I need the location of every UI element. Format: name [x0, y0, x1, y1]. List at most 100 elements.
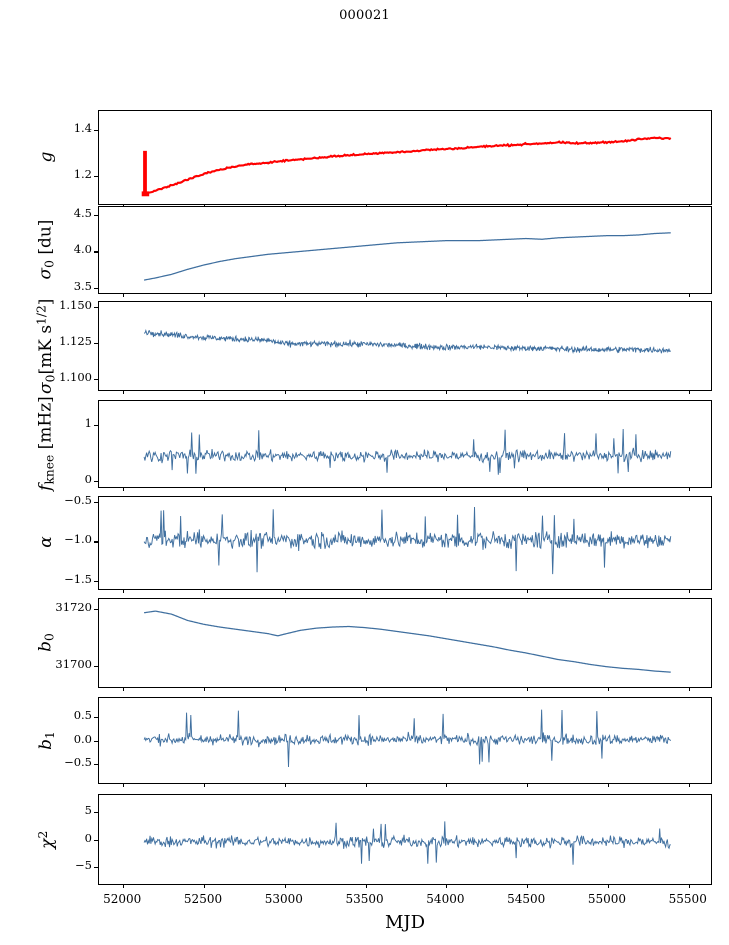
y-tick-label: 1.4 — [73, 121, 92, 136]
y-tick-label: 1 — [84, 416, 92, 431]
x-tick-mark — [284, 390, 286, 394]
x-tick-mark — [123, 390, 125, 394]
y-tick-mark — [94, 130, 98, 132]
x-tick-mark — [446, 783, 448, 787]
x-tick-mark — [446, 293, 448, 297]
x-tick-mark — [365, 783, 367, 787]
y-tick-label: 5 — [84, 802, 92, 817]
x-tick-mark — [284, 884, 286, 888]
x-tick-label: 54500 — [507, 892, 546, 906]
x-tick-mark — [284, 783, 286, 787]
data-line-sigma0_du — [144, 233, 671, 280]
y-tick-label: 1.125 — [59, 334, 92, 349]
y-tick-mark — [94, 740, 98, 742]
y-axis-ticks-sigma0_mK: 1.100 1.125 1.150 — [46, 299, 98, 391]
x-tick-mark — [527, 783, 529, 787]
x-tick-mark — [365, 884, 367, 888]
x-tick-mark — [365, 487, 367, 491]
panel-gain — [98, 110, 712, 208]
x-tick-mark — [123, 293, 125, 297]
x-axis-label: MJD — [384, 912, 426, 933]
x-tick-mark — [527, 293, 529, 297]
x-tick-mark — [607, 293, 610, 297]
x-tick-label: 52000 — [103, 892, 142, 906]
y-tick-mark — [94, 839, 98, 841]
x-tick-label: 54000 — [426, 892, 465, 906]
x-tick-mark — [204, 687, 206, 691]
x-tick-mark — [607, 589, 610, 593]
x-tick-mark — [284, 589, 286, 593]
y-axis-ticks-alpha: −0.5 −1.0 −1.5 — [46, 493, 98, 590]
y-tick-mark — [94, 665, 98, 667]
x-tick-mark — [446, 589, 448, 593]
y-tick-label: 3.5 — [73, 279, 92, 294]
overlay-spike-gain — [143, 150, 147, 195]
x-tick-mark — [204, 783, 206, 787]
x-tick-label: 55500 — [668, 892, 707, 906]
panel-chi2 — [98, 794, 712, 888]
overlay-spike-base-gain — [141, 191, 150, 197]
x-tick-mark — [204, 589, 206, 593]
x-axis-tick-labels: 52000 52500 53000 53500 54000 54500 55000 55500 — [98, 892, 712, 910]
x-tick-label: 52500 — [183, 892, 223, 906]
x-tick-mark — [365, 293, 367, 297]
y-tick-label: 0 — [84, 830, 92, 845]
y-tick-label: 0.5 — [73, 707, 92, 722]
y-tick-label: 31720 — [55, 600, 92, 615]
x-tick-mark — [284, 687, 286, 691]
x-tick-mark — [123, 687, 125, 691]
y-axis-ticks-chi2: −5 0 5 — [46, 794, 98, 885]
panel-b0 — [98, 598, 712, 691]
x-tick-mark — [446, 390, 448, 394]
x-tick-mark — [688, 589, 690, 593]
x-tick-mark — [365, 589, 367, 593]
x-tick-label: 53500 — [345, 892, 384, 906]
x-tick-mark — [688, 487, 690, 491]
y-tick-label: 31700 — [55, 656, 92, 671]
y-tick-mark — [94, 502, 98, 504]
x-tick-mark — [446, 884, 448, 888]
y-tick-label: −5 — [75, 858, 92, 873]
x-tick-mark — [607, 390, 610, 394]
y-tick-mark — [94, 379, 98, 381]
data-line-alpha — [144, 507, 671, 574]
x-tick-mark — [284, 293, 286, 297]
x-tick-mark — [123, 487, 125, 491]
panel-sigma0_mK — [98, 301, 712, 394]
x-tick-mark — [688, 293, 690, 297]
x-tick-mark — [607, 487, 610, 491]
panel-b1 — [98, 697, 712, 787]
figure-title: 000021 — [339, 8, 390, 23]
y-tick-label: −1.0 — [64, 532, 92, 547]
y-axis-ticks-sigma0_du: 3.5 4.0 4.5 — [46, 205, 98, 294]
x-tick-mark — [688, 884, 690, 888]
y-tick-label: 0.0 — [73, 731, 92, 746]
y-tick-label: 4.5 — [73, 205, 92, 220]
y-tick-mark — [94, 541, 98, 543]
x-tick-mark — [527, 884, 529, 888]
y-tick-mark — [94, 580, 98, 582]
data-line-b1 — [144, 710, 671, 767]
data-line-sigma0_mK — [144, 330, 671, 353]
y-tick-label: 4.0 — [73, 242, 92, 257]
panel-fknee — [98, 400, 712, 491]
x-tick-mark — [688, 390, 690, 394]
x-tick-mark — [204, 390, 206, 394]
x-tick-mark — [688, 687, 690, 691]
y-tick-label: 1.100 — [59, 370, 92, 385]
y-tick-mark — [94, 609, 98, 611]
data-line-fknee — [144, 429, 671, 475]
y-tick-mark — [94, 867, 98, 869]
x-tick-mark — [123, 884, 125, 888]
x-tick-mark — [123, 783, 125, 787]
x-tick-mark — [527, 390, 529, 394]
x-tick-mark — [284, 487, 286, 491]
x-tick-mark — [204, 487, 206, 491]
y-tick-mark — [94, 251, 98, 253]
y-tick-label: −0.5 — [64, 493, 92, 508]
y-tick-label: 0 — [84, 472, 92, 487]
y-tick-label: 1.2 — [73, 166, 92, 181]
x-tick-label: 53000 — [264, 892, 303, 906]
data-line-b0 — [144, 611, 671, 672]
